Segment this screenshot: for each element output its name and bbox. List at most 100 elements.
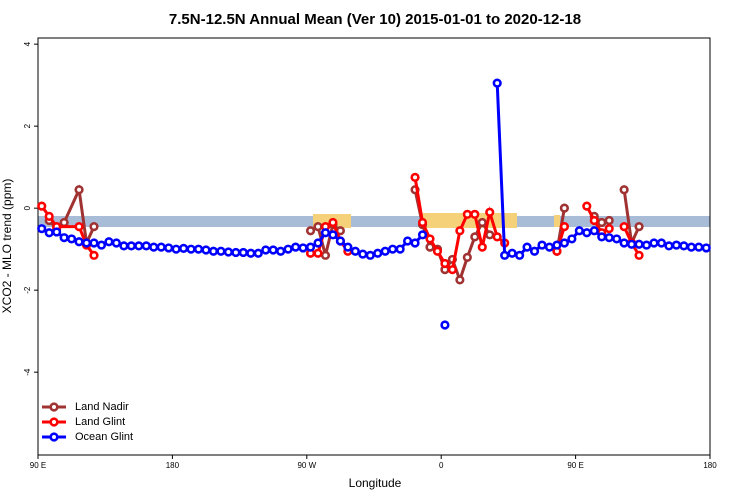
data-point xyxy=(619,185,629,195)
y-tick-label: 0 xyxy=(23,205,32,210)
legend-marker xyxy=(49,402,59,412)
series-line xyxy=(48,184,641,285)
x-tick-label: 180 xyxy=(166,461,180,470)
y-tick-label: 4 xyxy=(23,41,32,46)
data-point xyxy=(141,241,151,251)
data-point xyxy=(320,228,331,238)
data-point xyxy=(313,248,323,258)
data-point xyxy=(328,217,338,228)
data-point xyxy=(686,242,696,252)
data-point xyxy=(470,232,480,242)
legend-marker xyxy=(49,432,59,442)
data-point xyxy=(89,250,99,260)
data-point xyxy=(171,244,181,254)
land-patch xyxy=(554,215,560,227)
data-point xyxy=(104,237,114,247)
data-point xyxy=(656,238,667,248)
data-point xyxy=(246,248,256,258)
data-point xyxy=(485,207,495,217)
data-point xyxy=(522,242,532,252)
data-point xyxy=(664,241,674,251)
data-point xyxy=(52,227,62,237)
data-point xyxy=(291,242,301,252)
data-point xyxy=(537,240,547,250)
data-point xyxy=(119,241,129,251)
data-point xyxy=(671,240,682,250)
data-point xyxy=(634,222,644,232)
data-point xyxy=(679,241,689,251)
data-point xyxy=(320,250,331,260)
data-point xyxy=(559,222,570,232)
data-point xyxy=(597,232,607,242)
data-point xyxy=(626,239,637,249)
data-point xyxy=(485,230,495,240)
data-point xyxy=(634,239,644,249)
data-point xyxy=(455,275,465,285)
data-point xyxy=(89,238,99,248)
data-point xyxy=(111,238,121,248)
data-point xyxy=(395,244,405,254)
data-point xyxy=(388,244,398,254)
data-point xyxy=(201,245,211,255)
legend-marker xyxy=(49,417,59,427)
y-tick-label: -4 xyxy=(23,368,32,376)
data-point xyxy=(529,246,540,256)
data-point xyxy=(365,250,375,260)
data-point xyxy=(417,230,428,240)
x-tick-label: 90 E xyxy=(567,461,583,470)
data-point xyxy=(582,228,592,238)
data-point xyxy=(694,242,704,252)
data-point xyxy=(649,238,659,248)
data-point xyxy=(350,246,360,256)
data-point xyxy=(559,238,570,248)
data-point xyxy=(492,78,502,88)
data-point xyxy=(432,246,443,256)
data-point xyxy=(500,250,510,260)
y-tick-label: 2 xyxy=(23,123,32,128)
data-point xyxy=(514,250,525,260)
data-point xyxy=(589,215,599,226)
legend-label: Land Nadir xyxy=(75,401,129,413)
data-point xyxy=(425,234,435,244)
data-point xyxy=(462,252,472,262)
data-point xyxy=(544,242,555,252)
data-point xyxy=(313,222,323,232)
data-point xyxy=(582,201,592,211)
data-point xyxy=(231,247,241,258)
data-point xyxy=(74,237,84,247)
data-point xyxy=(604,224,614,234)
chart-title: 7.5N-12.5N Annual Mean (Ver 10) 2015-01-… xyxy=(169,11,581,28)
data-point xyxy=(193,244,204,254)
data-point xyxy=(440,258,450,269)
data-point xyxy=(492,232,502,242)
data-point xyxy=(559,203,570,213)
data-point xyxy=(208,246,219,256)
data-point xyxy=(164,243,174,253)
data-point xyxy=(597,217,607,228)
data-point xyxy=(305,242,316,252)
data-point xyxy=(417,217,428,228)
data-point xyxy=(89,222,99,232)
data-point xyxy=(477,217,487,228)
data-point xyxy=(238,247,248,258)
data-point xyxy=(455,226,465,236)
data-point xyxy=(462,209,472,219)
data-point xyxy=(44,228,54,238)
data-point xyxy=(619,222,629,232)
data-point xyxy=(373,248,383,258)
data-point xyxy=(589,226,599,236)
data-point xyxy=(253,248,263,258)
data-point xyxy=(619,238,629,248)
x-tick-label: 0 xyxy=(439,461,444,470)
data-point xyxy=(440,320,450,330)
data-point xyxy=(507,248,517,258)
data-point xyxy=(59,217,69,228)
x-axis-label: Longitude xyxy=(349,476,402,490)
data-point xyxy=(261,245,271,255)
data-point xyxy=(37,201,47,211)
data-point xyxy=(126,241,136,251)
data-point xyxy=(268,245,278,255)
data-point xyxy=(66,234,77,244)
x-tick-label: 90 W xyxy=(297,461,316,470)
